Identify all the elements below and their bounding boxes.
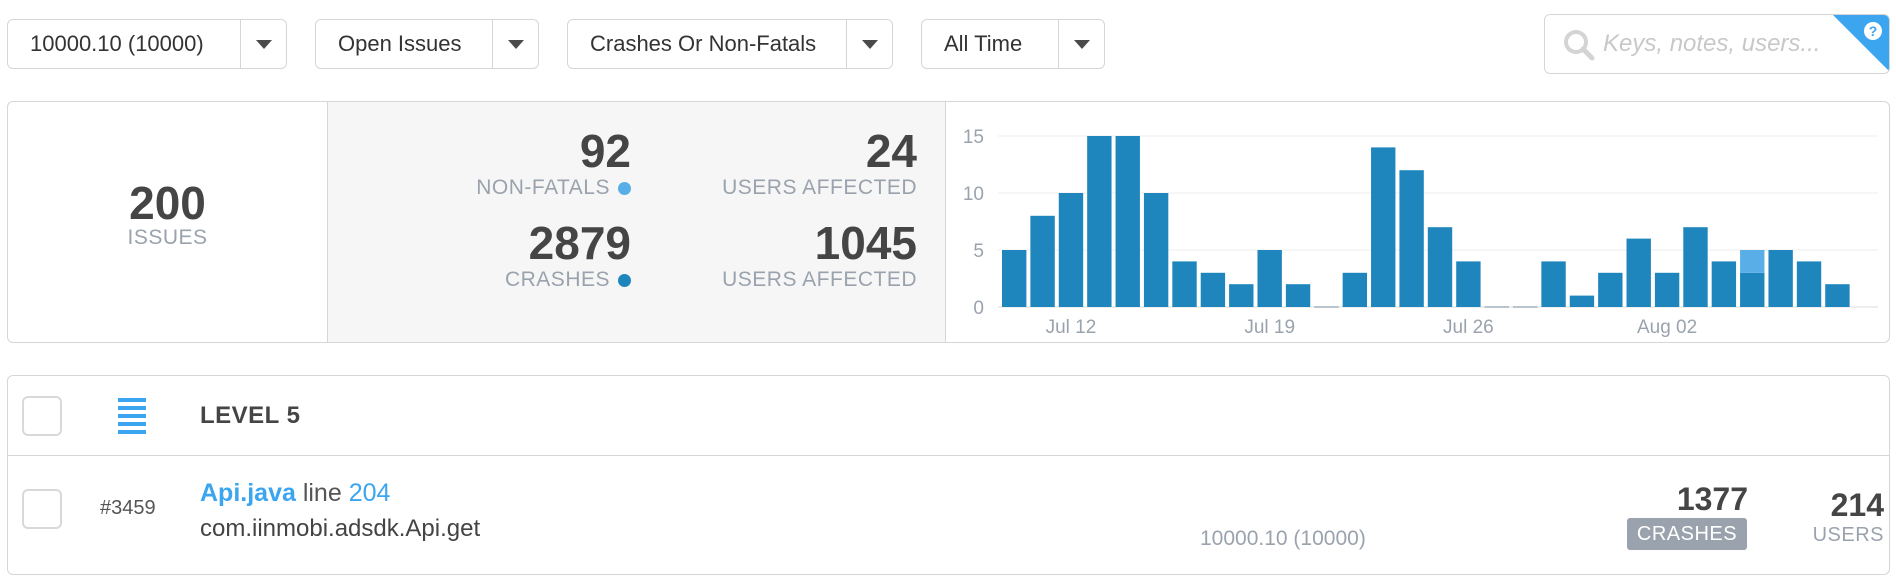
crashes-stat: 2879 CRASHES — [505, 218, 631, 292]
non-fatals-users-stat: 24 USERS AFFECTED — [722, 126, 917, 200]
issue-version: 10000.10 (10000) — [1200, 527, 1366, 550]
crash-legend-dot — [618, 274, 631, 287]
bar-crashes — [1257, 250, 1282, 307]
non-fatals-users-count: 24 — [865, 125, 917, 177]
bar-crashes — [1115, 136, 1140, 307]
level-icon — [118, 398, 146, 434]
bar-crashes — [1711, 261, 1737, 307]
x-tick-label: Jul 19 — [1244, 317, 1295, 338]
crashes-count: 2879 — [528, 217, 631, 269]
issue-row[interactable]: #3459 Api.java line 204 com.iinmobi.adsd… — [8, 457, 1889, 574]
bar-crashes — [1143, 193, 1169, 307]
chevron-down-icon[interactable] — [240, 20, 286, 68]
bar-crashes — [1200, 272, 1226, 307]
bar-crashes — [1172, 261, 1197, 307]
bar-crashes — [1654, 272, 1680, 307]
issues-list: LEVEL 5 #3459 Api.java line 204 com.iinm… — [7, 375, 1890, 575]
non-fatals-label: NON-FATALS — [476, 176, 610, 199]
type-filter-label: Crashes Or Non-Fatals — [590, 31, 817, 56]
bar-crashes — [1541, 261, 1566, 307]
chevron-down-icon[interactable] — [1058, 20, 1104, 68]
time-filter-label: All Time — [944, 31, 1023, 56]
bar-crashes — [1058, 193, 1084, 307]
y-tick-label: 5 — [973, 241, 984, 262]
issues-summary: 200 ISSUES — [8, 102, 328, 342]
chevron-down-icon[interactable] — [492, 20, 538, 68]
summary-panel: 200 ISSUES 92 NON-FATALS 24 USERS AFFECT… — [7, 101, 1890, 343]
issues-count: 200 — [129, 177, 206, 229]
bar-crashes — [1342, 272, 1368, 307]
bar-crashes — [1456, 261, 1481, 307]
bar-crashes — [1598, 272, 1623, 307]
crashes-label: CRASHES — [504, 268, 610, 291]
issue-line-number[interactable]: 204 — [348, 479, 391, 507]
time-filter-dropdown[interactable]: All Time — [921, 19, 1105, 69]
level-label: LEVEL 5 — [200, 402, 301, 429]
issue-checkbox[interactable] — [22, 489, 62, 529]
list-header: LEVEL 5 — [8, 376, 1889, 456]
bar-crashes — [1002, 250, 1027, 307]
bar-crashes — [1087, 136, 1112, 307]
y-tick-label: 10 — [963, 184, 984, 205]
issue-crash-count: 1377 — [1676, 481, 1748, 517]
bar-crashes — [1427, 227, 1453, 307]
x-tick-label: Aug 02 — [1637, 317, 1697, 338]
bar-empty — [1484, 306, 1509, 308]
help-glyph: ? — [1869, 23, 1878, 39]
crashes-users-label: USERS AFFECTED — [722, 268, 917, 291]
crashes-users-stat: 1045 USERS AFFECTED — [722, 218, 917, 292]
issue-users-label: USERS — [1812, 524, 1884, 546]
help-icon[interactable]: ? — [1833, 15, 1889, 71]
search-box[interactable]: ? — [1544, 14, 1890, 74]
bar-crashes — [1740, 272, 1765, 307]
bar-crashes — [1796, 261, 1822, 307]
crashes-badge: CRASHES — [1627, 518, 1747, 550]
issue-user-count: 214 — [1830, 487, 1884, 523]
crashes-users-count: 1045 — [814, 217, 917, 269]
bar-crashes — [1768, 250, 1793, 307]
type-filter-dropdown[interactable]: Crashes Or Non-Fatals — [567, 19, 893, 69]
bar-crashes — [1825, 284, 1850, 307]
non-fatal-legend-dot — [618, 182, 631, 195]
y-tick-label: 0 — [973, 298, 984, 319]
bar-non-fatals — [1740, 250, 1765, 273]
issues-label: ISSUES — [127, 226, 208, 249]
non-fatals-stat: 92 NON-FATALS — [476, 126, 631, 200]
issue-file-link[interactable]: Api.java — [200, 479, 296, 507]
chevron-down-icon[interactable] — [846, 20, 892, 68]
chart-svg: 0 5 10 15 Jul 12 Jul 19 Jul 26 Aug 02 — [963, 127, 1878, 338]
bar-crashes — [1371, 147, 1396, 307]
status-filter-dropdown[interactable]: Open Issues — [315, 19, 539, 69]
status-filter-label: Open Issues — [338, 31, 462, 56]
bar-crashes — [1626, 238, 1651, 307]
non-fatals-users-label: USERS AFFECTED — [722, 176, 917, 199]
bar-crashes — [1285, 284, 1311, 307]
bar-crashes — [1399, 170, 1424, 307]
y-tick-label: 15 — [963, 127, 984, 148]
bar-crashes — [1229, 284, 1254, 307]
version-filter-label: 10000.10 (10000) — [30, 31, 204, 56]
counts-summary: 92 NON-FATALS 24 USERS AFFECTED 2879 CRA… — [328, 102, 946, 342]
issues-bar-chart: 0 5 10 15 Jul 12 Jul 19 Jul 26 Aug 02 — [948, 102, 1888, 342]
select-all-checkbox[interactable] — [22, 396, 62, 436]
search-icon — [1564, 30, 1595, 61]
issue-line-word: line — [302, 479, 342, 507]
bar-crashes — [1683, 227, 1708, 307]
bar-crashes — [1569, 295, 1595, 307]
bar-empty — [1314, 306, 1339, 308]
issue-title[interactable]: Api.java line 204 — [200, 479, 390, 508]
issue-number: #3459 — [100, 497, 156, 519]
bar-crashes — [1030, 215, 1055, 307]
bar-empty — [1512, 306, 1538, 308]
x-tick-label: Jul 12 — [1046, 317, 1097, 338]
x-tick-label: Jul 26 — [1443, 317, 1494, 338]
non-fatals-count: 92 — [579, 125, 631, 177]
version-filter-dropdown[interactable]: 10000.10 (10000) — [7, 19, 287, 69]
issue-method: com.iinmobi.adsdk.Api.get — [200, 515, 481, 542]
search-input[interactable] — [1603, 27, 1833, 61]
